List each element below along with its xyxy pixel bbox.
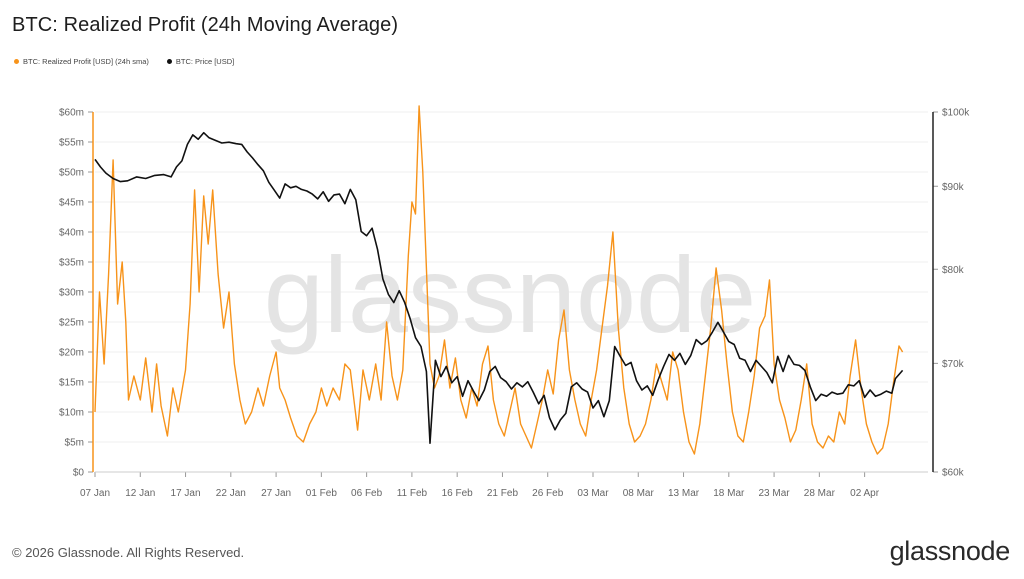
x-tick-label: 07 Jan bbox=[80, 488, 110, 499]
legend-swatch-orange bbox=[14, 59, 19, 64]
chart-title: BTC: Realized Profit (24h Moving Average… bbox=[12, 14, 399, 36]
x-tick-label: 23 Mar bbox=[759, 488, 791, 499]
x-tick-label: 01 Feb bbox=[306, 488, 338, 499]
left-tick-label: $10m bbox=[59, 408, 84, 419]
x-tick-label: 11 Feb bbox=[397, 488, 428, 499]
left-tick-label: $55m bbox=[59, 138, 84, 149]
legend-item-realized-profit[interactable]: BTC: Realized Profit [USD] (24h sma) bbox=[14, 57, 149, 66]
left-tick-label: $60m bbox=[59, 108, 84, 119]
x-tick-label: 02 Apr bbox=[850, 488, 880, 499]
x-tick-label: 26 Feb bbox=[532, 488, 564, 499]
x-tick-label: 21 Feb bbox=[487, 488, 519, 499]
x-tick-label: 22 Jan bbox=[216, 488, 246, 499]
right-tick-label: $100k bbox=[942, 108, 970, 119]
left-tick-label: $20m bbox=[59, 348, 84, 359]
legend-item-price[interactable]: BTC: Price [USD] bbox=[166, 57, 235, 66]
right-tick-label: $90k bbox=[942, 182, 965, 193]
x-tick-label: 13 Mar bbox=[668, 488, 700, 499]
x-tick-label: 06 Feb bbox=[351, 488, 383, 499]
left-tick-label: $25m bbox=[59, 318, 84, 329]
x-tick-label: 28 Mar bbox=[804, 488, 836, 499]
left-tick-label: $30m bbox=[59, 288, 84, 299]
legend-label-realized-profit: BTC: Realized Profit [USD] (24h sma) bbox=[23, 57, 149, 66]
left-tick-label: $45m bbox=[59, 198, 84, 209]
x-tick-label: 03 Mar bbox=[577, 488, 609, 499]
x-tick-label: 27 Jan bbox=[261, 488, 291, 499]
right-tick-label: $60k bbox=[942, 468, 965, 479]
right-tick-label: $70k bbox=[942, 359, 965, 370]
x-axis: 07 Jan 12 Jan 17 Jan 22 Jan 27 Jan 01 Feb 06 F… bbox=[80, 471, 928, 499]
right-tick-label: $80k bbox=[942, 265, 965, 276]
footer-logo[interactable]: glassnode bbox=[889, 536, 1011, 566]
watermark: glassnode bbox=[264, 234, 756, 355]
right-axis: $60k $70k $80k $90k $100k bbox=[933, 108, 970, 479]
series-line-realized-profit bbox=[94, 105, 904, 455]
legend: BTC: Realized Profit [USD] (24h sma) BTC… bbox=[14, 57, 234, 66]
grid bbox=[95, 111, 928, 473]
x-tick-label: 17 Jan bbox=[171, 488, 201, 499]
left-tick-label: $40m bbox=[59, 228, 84, 239]
series-line-price bbox=[94, 131, 904, 444]
left-tick-label: $0 bbox=[73, 468, 85, 479]
left-tick-label: $5m bbox=[65, 438, 84, 449]
left-tick-label: $15m bbox=[59, 378, 84, 389]
x-tick-label: 12 Jan bbox=[125, 488, 155, 499]
left-axis: $0 $5m $10m $15m $20m $25m $30m $35m $40m $45m $50… bbox=[59, 108, 93, 479]
x-tick-label: 08 Mar bbox=[623, 488, 655, 499]
left-tick-label: $35m bbox=[59, 258, 84, 269]
copyright: © 2026 Glassnode. All Rights Reserved. bbox=[12, 545, 245, 560]
legend-swatch-black bbox=[166, 59, 172, 64]
left-tick-label: $50m bbox=[59, 168, 84, 179]
x-tick-label: 16 Feb bbox=[442, 488, 474, 499]
x-tick-label: 18 Mar bbox=[713, 488, 745, 499]
legend-label-price: BTC: Price [USD] bbox=[175, 57, 235, 66]
